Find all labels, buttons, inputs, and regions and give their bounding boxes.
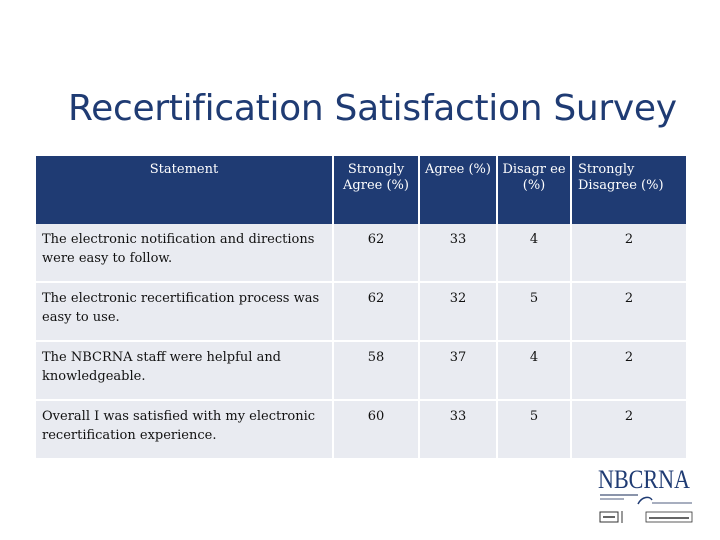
strongly-agree-cell: 58: [334, 340, 420, 399]
strongly-disagree-cell: 2: [572, 340, 686, 399]
disagree-cell: 5: [498, 399, 572, 458]
agree-cell: 33: [420, 224, 498, 281]
nbcrna-logo: NBCRNA: [598, 466, 693, 523]
strongly-agree-cell: 62: [334, 224, 420, 281]
logo-wordmark: NBCRNA: [598, 466, 690, 494]
statement-cell: Overall I was satisfied with my electron…: [36, 399, 334, 458]
table-header-row: Statement Strongly Agree (%) Agree (%) D…: [36, 156, 686, 224]
statement-cell: The NBCRNA staff were helpful and knowle…: [36, 340, 334, 399]
disagree-cell: 5: [498, 281, 572, 340]
agree-cell: 37: [420, 340, 498, 399]
strongly-disagree-cell: 2: [572, 399, 686, 458]
statement-cell: The electronic recertification process w…: [36, 281, 334, 340]
disagree-cell: 4: [498, 224, 572, 281]
strongly-disagree-cell: 2: [572, 281, 686, 340]
header-agree: Agree (%): [420, 156, 498, 224]
header-strongly-disagree: Strongly Disagree (%): [572, 156, 686, 224]
table-row: The NBCRNA staff were helpful and knowle…: [36, 340, 686, 399]
logo-badges: [599, 511, 693, 523]
statement-cell: The electronic notification and directio…: [36, 224, 334, 281]
header-disagree: Disagr ee (%): [498, 156, 572, 224]
agree-cell: 33: [420, 399, 498, 458]
logo-tagline-mark: [600, 494, 692, 505]
table-row: The electronic recertification process w…: [36, 281, 686, 340]
strongly-disagree-cell: 2: [572, 224, 686, 281]
strongly-agree-cell: 62: [334, 281, 420, 340]
table-row: The electronic notification and directio…: [36, 224, 686, 281]
disagree-cell: 4: [498, 340, 572, 399]
survey-table: Statement Strongly Agree (%) Agree (%) D…: [36, 156, 686, 458]
strongly-agree-cell: 60: [334, 399, 420, 458]
agree-cell: 32: [420, 281, 498, 340]
header-statement: Statement: [36, 156, 334, 224]
table-row: Overall I was satisfied with my electron…: [36, 399, 686, 458]
page-title: Recertification Satisfaction Survey: [68, 88, 677, 129]
header-strongly-agree: Strongly Agree (%): [334, 156, 420, 224]
